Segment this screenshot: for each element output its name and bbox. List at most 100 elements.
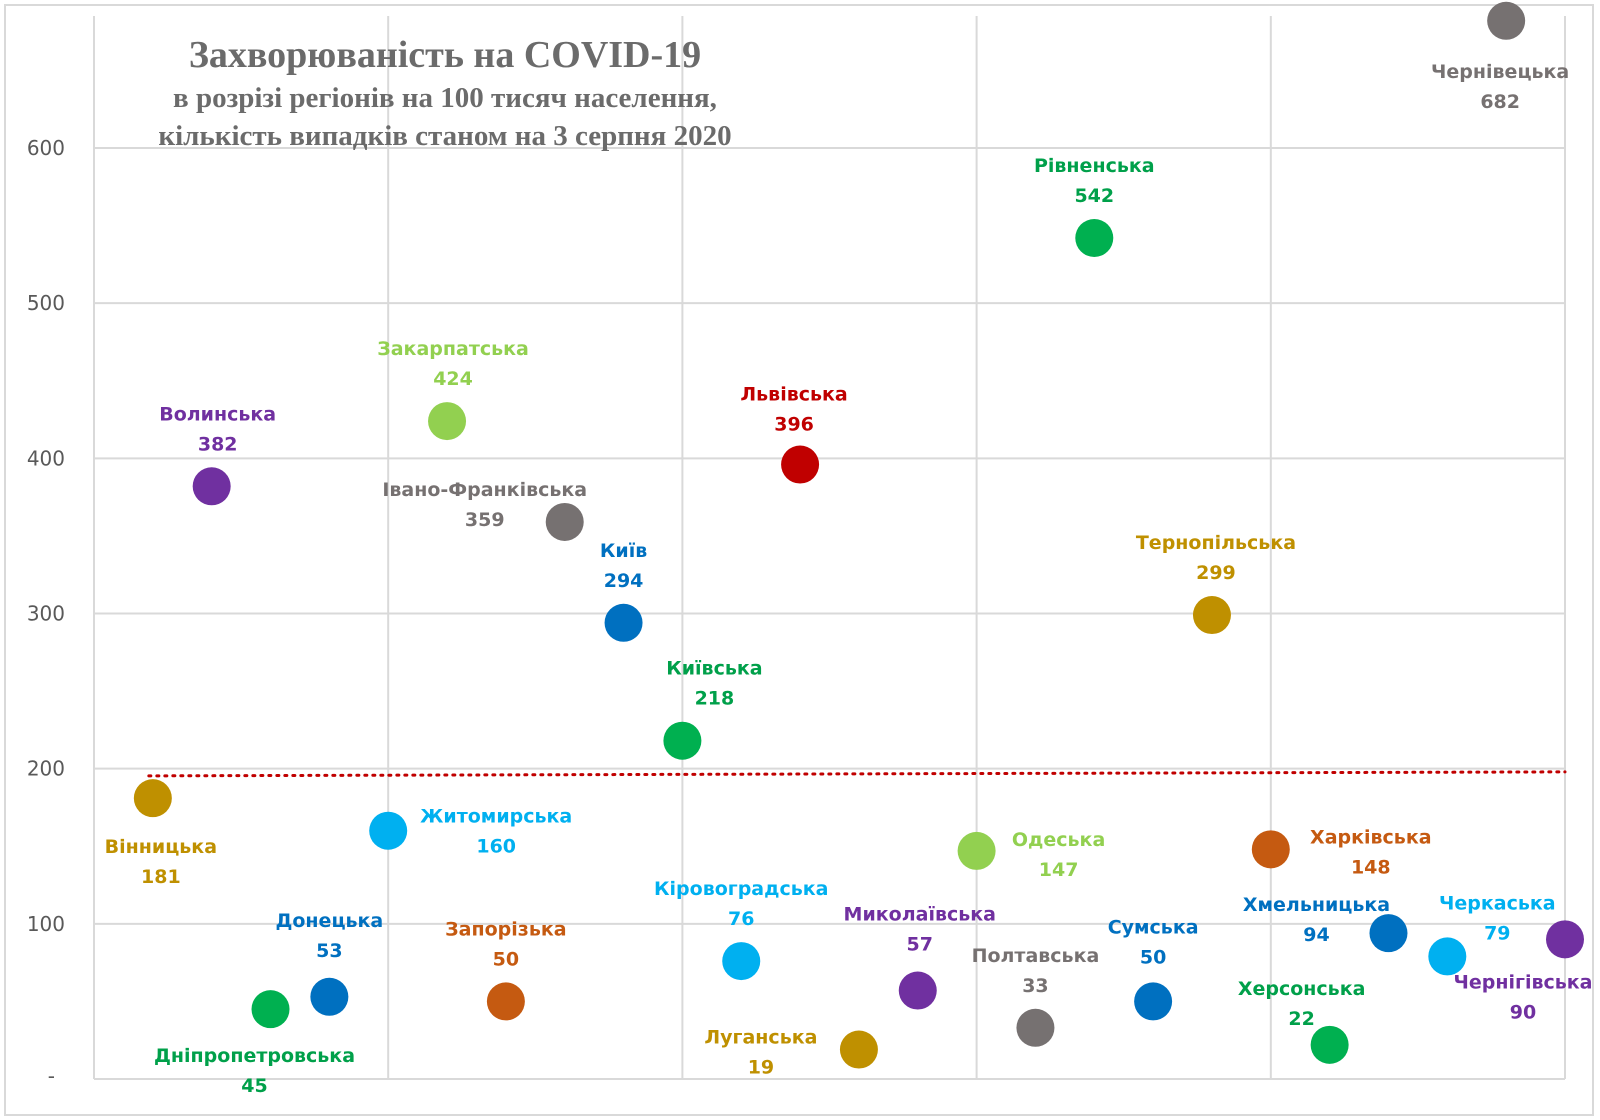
data-point[interactable] [722,942,761,981]
data-label: Дніпропетровська 45 [154,1045,355,1097]
data-point[interactable] [663,721,702,760]
point-name-label: Полтавська [972,945,1100,967]
point-value-label: 542 [1074,185,1114,207]
point-value-label: 79 [1484,922,1510,944]
data-points [133,1,1584,1069]
data-label: Закарпатська 424 [377,338,529,390]
data-point[interactable] [781,445,820,484]
point-name-label: Кіровоградська [654,878,828,900]
data-point[interactable] [957,831,996,870]
data-label: Луганська 19 [704,1027,817,1079]
data-label: Чернігівська 90 [1454,971,1593,1023]
data-point[interactable] [192,467,231,506]
gridlines [93,16,1566,1080]
data-point[interactable] [428,402,467,441]
data-label: Полтавська 33 [972,945,1100,997]
y-tick-label: - [48,1064,55,1088]
point-name-label: Волинська [159,403,276,425]
data-label: Тернопільська 299 [1136,532,1296,584]
point-value-label: 424 [433,368,473,390]
data-point[interactable] [1310,1025,1349,1064]
point-name-label: Івано-Франківська [382,479,587,501]
point-name-label: Чернівецька [1431,61,1569,83]
point-name-label: Чернігівська [1454,971,1593,993]
chart-subtitle-line-1: в розрізі регіонів на 100 тисяч населенн… [173,82,717,114]
data-point[interactable] [1075,218,1114,257]
point-value-label: 160 [476,836,516,858]
data-point[interactable] [1016,1008,1055,1047]
data-label: Хмельницька 94 [1243,894,1390,946]
point-name-label: Донецька [275,910,383,932]
y-tick-label: 600 [27,136,65,160]
data-label: Київ 294 [600,540,647,592]
point-value-label: 53 [316,940,342,962]
data-point[interactable] [1546,920,1584,959]
point-value-label: 382 [198,433,238,455]
y-tick-label: 100 [27,912,65,936]
point-value-label: 218 [695,688,735,710]
point-name-label: Вінницька [105,836,217,858]
data-label: Херсонська 22 [1238,978,1366,1030]
data-point[interactable] [1369,914,1408,953]
point-value-label: 94 [1303,924,1329,946]
point-name-label: Одеська [1012,829,1105,851]
point-value-label: 50 [1140,946,1166,968]
point-name-label: Харківська [1310,826,1432,848]
data-labels: Вінницька 181 Волинська 382 Дніпропетровська… [105,61,1593,1097]
data-point[interactable] [486,982,525,1021]
point-name-label: Луганська [704,1027,817,1049]
data-label: Черкаська 79 [1439,892,1556,944]
data-label: Сумська 50 [1108,916,1199,968]
point-value-label: 76 [728,908,754,930]
data-point[interactable] [1251,830,1290,869]
data-label: Чернівецька 682 [1431,61,1569,113]
point-name-label: Львівська [740,384,847,406]
y-tick-label: 500 [27,291,65,315]
data-label: Рівненська 542 [1034,155,1155,207]
point-name-label: Сумська [1108,916,1199,938]
data-label: Київська 218 [666,658,762,710]
point-value-label: 148 [1351,856,1391,878]
point-value-label: 299 [1196,562,1236,584]
data-point[interactable] [839,1030,878,1069]
point-value-label: 19 [748,1057,774,1079]
data-point[interactable] [1134,982,1173,1021]
point-value-label: 57 [907,934,933,956]
point-value-label: 45 [241,1075,267,1097]
threshold-line-group [147,770,1567,778]
chart-subtitle-line-2: кількість випадків станом на 3 серпня 20… [158,120,731,152]
data-label: Миколаївська 57 [844,904,996,956]
point-value-label: 147 [1039,859,1079,881]
point-name-label: Київ [600,540,647,562]
data-point[interactable] [898,971,937,1010]
data-point[interactable] [133,779,172,818]
data-point[interactable] [310,977,349,1016]
data-label: Донецька 53 [275,910,383,962]
point-value-label: 33 [1022,975,1048,997]
data-point[interactable] [1428,937,1467,976]
point-name-label: Черкаська [1439,892,1556,914]
chart-title: Захворюваність на COVID-19 [189,34,701,76]
data-label: Івано-Франківська 359 [382,479,587,531]
data-label: Одеська 147 [1012,829,1105,881]
point-name-label: Тернопільська [1136,532,1296,554]
point-value-label: 359 [465,509,505,531]
y-axis-ticks: - 100 200 300 400 500 600 [27,136,65,1088]
data-point[interactable] [604,603,643,642]
point-name-label: Миколаївська [844,904,996,926]
data-point[interactable] [1192,596,1231,635]
point-name-label: Рівненська [1034,155,1155,177]
y-tick-label: 300 [27,602,65,626]
chart-title-block: Захворюваність на COVID-19 в розрізі рег… [158,34,731,152]
data-label: Вінницька 181 [105,836,217,888]
data-point[interactable] [545,502,584,541]
y-tick-label: 200 [27,757,65,781]
data-point[interactable] [1487,1,1526,40]
point-name-label: Київська [666,658,762,680]
y-tick-label: 400 [27,446,65,470]
data-point[interactable] [369,811,408,850]
point-name-label: Запорізька [445,918,566,940]
point-name-label: Хмельницька [1243,894,1390,916]
data-point[interactable] [251,990,290,1029]
